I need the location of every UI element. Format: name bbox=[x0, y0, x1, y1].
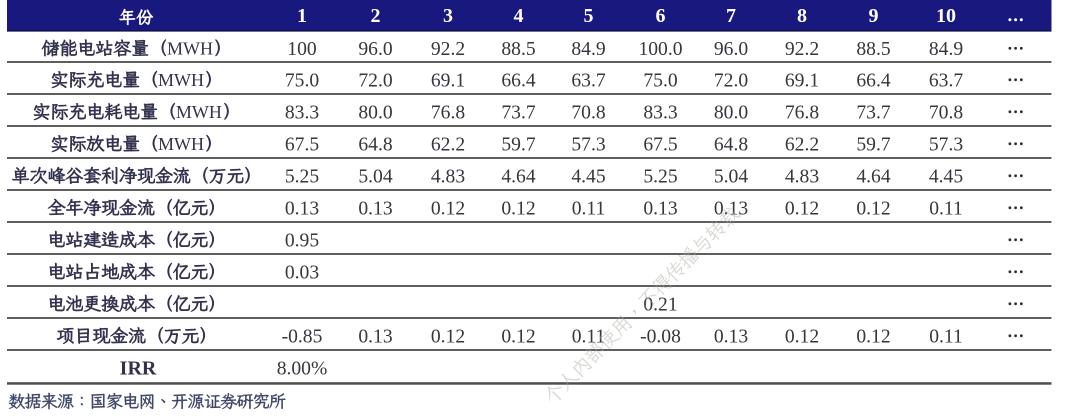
svg-text:72.0: 72.0 bbox=[358, 70, 392, 91]
svg-text:59.7: 59.7 bbox=[856, 134, 890, 155]
svg-text:88.5: 88.5 bbox=[501, 39, 535, 60]
svg-text:5.25: 5.25 bbox=[285, 166, 319, 187]
svg-text:4.83: 4.83 bbox=[785, 166, 819, 187]
svg-text:63.7: 63.7 bbox=[571, 70, 605, 91]
svg-text:0.12: 0.12 bbox=[856, 326, 890, 347]
svg-text:0.21: 0.21 bbox=[643, 294, 677, 315]
svg-text:0.12: 0.12 bbox=[431, 326, 465, 347]
svg-text:96.0: 96.0 bbox=[358, 39, 392, 60]
svg-text:MWH: MWH bbox=[176, 102, 222, 122]
svg-text:5: 5 bbox=[584, 5, 594, 27]
svg-text:4.83: 4.83 bbox=[431, 166, 465, 187]
svg-text:62.2: 62.2 bbox=[431, 134, 465, 155]
svg-text:3: 3 bbox=[443, 5, 453, 27]
svg-text:83.3: 83.3 bbox=[643, 102, 677, 123]
svg-text:92.2: 92.2 bbox=[431, 39, 465, 60]
svg-text:2: 2 bbox=[371, 5, 381, 27]
svg-text:0.12: 0.12 bbox=[856, 198, 890, 219]
svg-text:9: 9 bbox=[869, 5, 879, 27]
svg-text:0.12: 0.12 bbox=[501, 198, 535, 219]
svg-text:0.11: 0.11 bbox=[572, 326, 606, 347]
svg-text:84.9: 84.9 bbox=[571, 39, 605, 60]
svg-text:4.45: 4.45 bbox=[929, 166, 963, 187]
svg-text:MWH: MWH bbox=[167, 39, 213, 59]
svg-text:72.0: 72.0 bbox=[714, 70, 748, 91]
svg-text:0.13: 0.13 bbox=[358, 326, 392, 347]
svg-text:88.5: 88.5 bbox=[856, 39, 890, 60]
svg-text:6: 6 bbox=[656, 5, 666, 27]
svg-text:80.0: 80.0 bbox=[714, 102, 748, 123]
svg-text:0.12: 0.12 bbox=[785, 326, 819, 347]
svg-text:5.04: 5.04 bbox=[358, 166, 392, 187]
svg-text:4.45: 4.45 bbox=[571, 166, 605, 187]
svg-text:-0.08: -0.08 bbox=[640, 326, 681, 347]
svg-text:100: 100 bbox=[287, 39, 317, 60]
svg-text:0.12: 0.12 bbox=[501, 326, 535, 347]
svg-text:75.0: 75.0 bbox=[285, 70, 319, 91]
svg-text:0.95: 0.95 bbox=[285, 230, 319, 251]
svg-text:83.3: 83.3 bbox=[285, 102, 319, 123]
svg-text:96.0: 96.0 bbox=[714, 39, 748, 60]
svg-text:0.11: 0.11 bbox=[929, 326, 963, 347]
svg-text:73.7: 73.7 bbox=[501, 102, 535, 123]
svg-text:1: 1 bbox=[297, 5, 307, 27]
svg-text:7: 7 bbox=[726, 5, 736, 27]
svg-text:4.64: 4.64 bbox=[856, 166, 890, 187]
svg-text:MWH: MWH bbox=[158, 134, 204, 154]
svg-text:0.12: 0.12 bbox=[785, 198, 819, 219]
svg-text:-0.85: -0.85 bbox=[282, 326, 323, 347]
svg-text:63.7: 63.7 bbox=[929, 70, 963, 91]
svg-text:0.13: 0.13 bbox=[643, 198, 677, 219]
svg-text:57.3: 57.3 bbox=[929, 134, 963, 155]
svg-text:80.0: 80.0 bbox=[358, 102, 392, 123]
svg-text:4: 4 bbox=[514, 5, 524, 27]
svg-text:76.8: 76.8 bbox=[431, 102, 465, 123]
svg-text:MWH: MWH bbox=[158, 70, 204, 90]
svg-text:67.5: 67.5 bbox=[643, 134, 677, 155]
svg-text:5.25: 5.25 bbox=[643, 166, 677, 187]
svg-text:75.0: 75.0 bbox=[643, 70, 677, 91]
svg-text:70.8: 70.8 bbox=[571, 102, 605, 123]
svg-text:64.8: 64.8 bbox=[358, 134, 392, 155]
svg-text:57.3: 57.3 bbox=[571, 134, 605, 155]
svg-text:70.8: 70.8 bbox=[929, 102, 963, 123]
svg-text:67.5: 67.5 bbox=[285, 134, 319, 155]
svg-text:0.13: 0.13 bbox=[714, 326, 748, 347]
svg-text:62.2: 62.2 bbox=[785, 134, 819, 155]
svg-text:66.4: 66.4 bbox=[856, 70, 890, 91]
svg-text:0.03: 0.03 bbox=[285, 262, 319, 283]
svg-text:8: 8 bbox=[797, 5, 807, 27]
svg-text:0.13: 0.13 bbox=[285, 198, 319, 219]
svg-text:64.8: 64.8 bbox=[714, 134, 748, 155]
svg-text:IRR: IRR bbox=[120, 357, 157, 379]
svg-text:59.7: 59.7 bbox=[501, 134, 535, 155]
svg-text:69.1: 69.1 bbox=[431, 70, 465, 91]
svg-text:8.00%: 8.00% bbox=[277, 359, 328, 380]
svg-text:100.0: 100.0 bbox=[638, 39, 682, 60]
svg-text:66.4: 66.4 bbox=[501, 70, 535, 91]
svg-text:84.9: 84.9 bbox=[929, 39, 963, 60]
svg-text:0.11: 0.11 bbox=[929, 198, 963, 219]
svg-text:76.8: 76.8 bbox=[785, 102, 819, 123]
svg-text:0.12: 0.12 bbox=[431, 198, 465, 219]
svg-text:5.04: 5.04 bbox=[714, 166, 748, 187]
svg-text:73.7: 73.7 bbox=[856, 102, 890, 123]
svg-text:92.2: 92.2 bbox=[785, 39, 819, 60]
svg-text:4.64: 4.64 bbox=[501, 166, 535, 187]
svg-text:69.1: 69.1 bbox=[785, 70, 819, 91]
svg-text:10: 10 bbox=[936, 5, 956, 27]
svg-text:0.13: 0.13 bbox=[358, 198, 392, 219]
svg-text:0.11: 0.11 bbox=[572, 198, 606, 219]
